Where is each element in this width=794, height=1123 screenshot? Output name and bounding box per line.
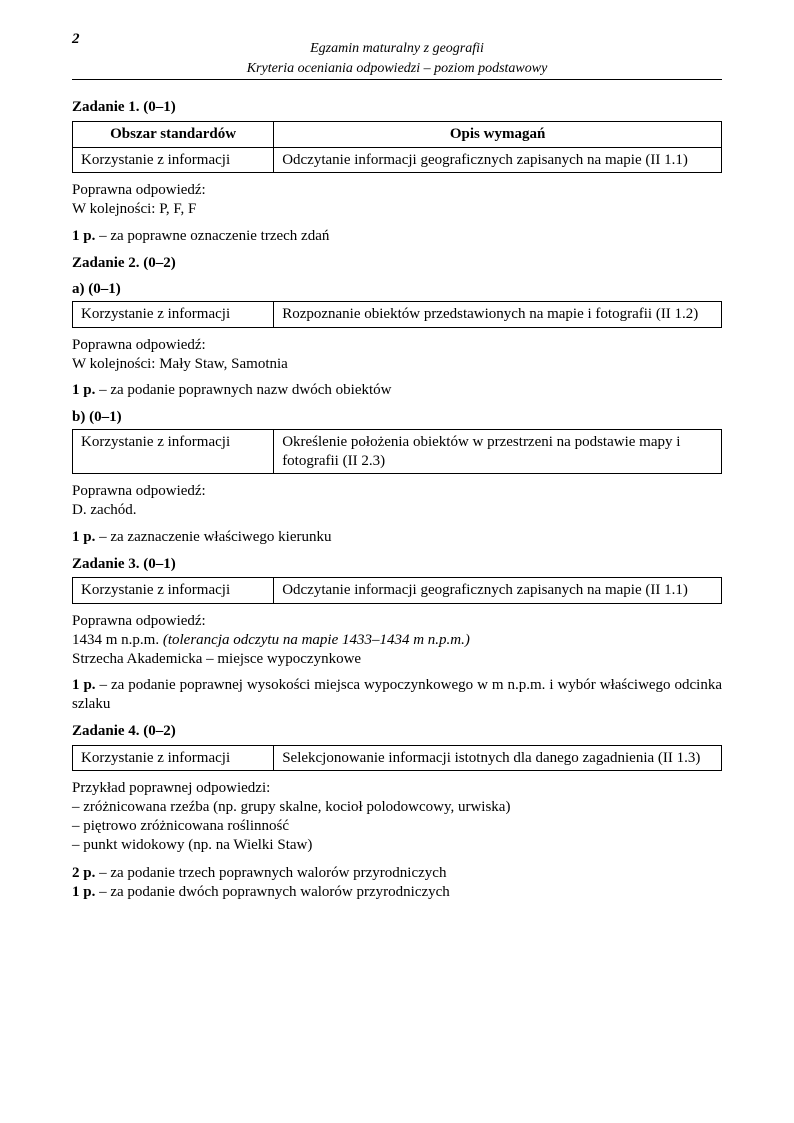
task2-title: Zadanie 2. (0–2)	[72, 254, 722, 273]
points-text: – za poprawne oznaczenie trzech zdań	[95, 228, 329, 244]
task4-col2: Selekcjonowanie informacji istotnych dla…	[274, 745, 722, 771]
task3-answer-1a: 1434 m n.p.m.	[72, 632, 163, 648]
task2b-table: Korzystanie z informacji Określenie poło…	[72, 429, 722, 475]
task2b-answer-label: Poprawna odpowiedź:	[72, 482, 722, 501]
task4-list-1: – zróżnicowana rzeźba (np. grupy skalne,…	[72, 798, 722, 817]
header-line-1: Egzamin maturalny z geografii	[72, 40, 722, 58]
header-divider	[72, 79, 722, 80]
th-opis: Opis wymagań	[274, 121, 722, 147]
task4-points-1: 1 p. – za podanie dwóch poprawnych walor…	[72, 883, 722, 902]
task3-points: 1 p. – za podanie poprawnej wysokości mi…	[72, 676, 722, 714]
task2b-label: b) (0–1)	[72, 408, 722, 427]
task2b-col2: Określenie położenia obiektów w przestrz…	[274, 429, 722, 474]
task2a-points: 1 p. – za podanie poprawnych nazw dwóch …	[72, 381, 722, 400]
task4-col1: Korzystanie z informacji	[73, 745, 274, 771]
task1-col2: Odczytanie informacji geograficznych zap…	[274, 147, 722, 173]
task4-table: Korzystanie z informacji Selekcjonowanie…	[72, 745, 722, 772]
task4-list-2: – piętrowo zróżnicowana roślinność	[72, 817, 722, 836]
task3-answer-1b: (tolerancja odczytu na mapie 1433–1434 m…	[163, 632, 470, 648]
task2b-answer: D. zachód.	[72, 501, 722, 520]
task1-table: Obszar standardów Opis wymagań Korzystan…	[72, 121, 722, 174]
task1-title: Zadanie 1. (0–1)	[72, 98, 722, 117]
page: 2 Egzamin maturalny z geografii Kryteria…	[0, 0, 794, 1123]
task2a-col1: Korzystanie z informacji	[73, 302, 274, 328]
task2a-answer-label: Poprawna odpowiedź:	[72, 336, 722, 355]
task3-title: Zadanie 3. (0–1)	[72, 555, 722, 574]
task4-answer-label: Przykład poprawnej odpowiedzi:	[72, 779, 722, 798]
th-obszar: Obszar standardów	[73, 121, 274, 147]
task4-title: Zadanie 4. (0–2)	[72, 722, 722, 741]
points-bold: 1 p.	[72, 228, 95, 244]
task2a-label: a) (0–1)	[72, 280, 722, 299]
points-bold: 1 p.	[72, 677, 96, 693]
task2a-answer: W kolejności: Mały Staw, Samotnia	[72, 355, 722, 374]
task3-table: Korzystanie z informacji Odczytanie info…	[72, 577, 722, 604]
task4-list-3: – punkt widokowy (np. na Wielki Staw)	[72, 836, 722, 855]
header-line-2: Kryteria oceniania odpowiedzi – poziom p…	[72, 60, 722, 78]
task1-col1: Korzystanie z informacji	[73, 147, 274, 173]
task2a-col2: Rozpoznanie obiektów przedstawionych na …	[274, 302, 722, 328]
points-bold: 2 p.	[72, 865, 95, 881]
points-text: – za podanie dwóch poprawnych walorów pr…	[95, 884, 449, 900]
points-text: – za podanie poprawnej wysokości miejsca…	[72, 677, 722, 712]
points-bold: 1 p.	[72, 529, 95, 545]
task1-answer-label: Poprawna odpowiedź:	[72, 181, 722, 200]
task1-answer: W kolejności: P, F, F	[72, 200, 722, 219]
task3-answer-line2: Strzecha Akademicka – miejsce wypoczynko…	[72, 650, 722, 669]
points-text: – za zaznaczenie właściwego kierunku	[95, 529, 331, 545]
points-text: – za podanie trzech poprawnych walorów p…	[95, 865, 446, 881]
task2b-col1: Korzystanie z informacji	[73, 429, 274, 474]
task1-points: 1 p. – za poprawne oznaczenie trzech zda…	[72, 227, 722, 246]
task2a-table: Korzystanie z informacji Rozpoznanie obi…	[72, 301, 722, 328]
task2b-points: 1 p. – za zaznaczenie właściwego kierunk…	[72, 528, 722, 547]
task4-points-2: 2 p. – za podanie trzech poprawnych walo…	[72, 864, 722, 883]
page-number: 2	[72, 30, 80, 49]
task3-answer-line1: 1434 m n.p.m. (tolerancja odczytu na map…	[72, 631, 722, 650]
task3-col1: Korzystanie z informacji	[73, 578, 274, 604]
task3-answer-label: Poprawna odpowiedź:	[72, 612, 722, 631]
points-text: – za podanie poprawnych nazw dwóch obiek…	[95, 382, 391, 398]
points-bold: 1 p.	[72, 884, 95, 900]
points-bold: 1 p.	[72, 382, 95, 398]
task3-col2: Odczytanie informacji geograficznych zap…	[274, 578, 722, 604]
